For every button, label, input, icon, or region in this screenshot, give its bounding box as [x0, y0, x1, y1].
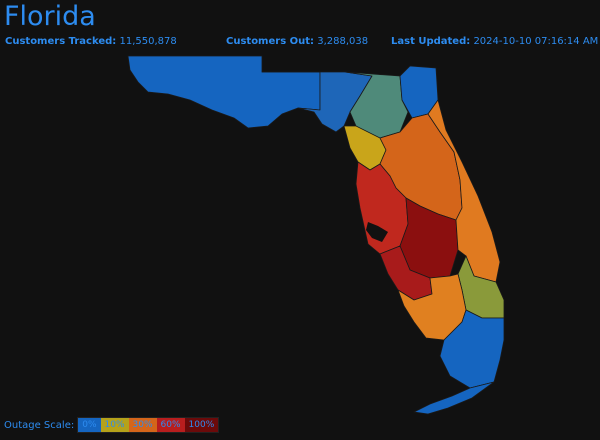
legend-bar: 0% 10% 30% 60% 100% [77, 417, 220, 433]
last-updated-label: Last Updated: [391, 36, 471, 47]
county-region-keys[interactable] [413, 381, 495, 415]
last-updated-stat: Last Updated: 2024-10-10 07:16:14 AM [391, 36, 598, 47]
legend-stop-60: 60% [156, 418, 185, 432]
legend-stop-100: 100% [184, 418, 219, 432]
legend-stop-0: 0% [78, 418, 101, 432]
legend-stop-30: 30% [128, 418, 157, 432]
customers-out-stat: Customers Out: 3,288,038 [226, 36, 368, 47]
customers-tracked-stat: Customers Tracked: 11,550,878 [5, 36, 177, 47]
county-region-southeast[interactable] [439, 309, 505, 389]
customers-out-label: Customers Out: [226, 36, 315, 47]
tampa-bay-water [366, 222, 388, 242]
legend-stop-10: 10% [100, 418, 129, 432]
customers-tracked-label: Customers Tracked: [5, 36, 117, 47]
page-title: Florida [4, 1, 96, 32]
customers-out-value: 3,288,038 [317, 36, 369, 47]
county-region-panhandle[interactable] [127, 55, 321, 129]
county-region-southwest[interactable] [397, 273, 467, 341]
stats-bar: Customers Tracked: 11,550,878 Customers … [0, 36, 600, 50]
last-updated-value: 2024-10-10 07:16:14 AM [473, 36, 599, 47]
legend-title: Outage Scale: [4, 419, 75, 431]
outage-scale-legend: Outage Scale: 0% 10% 30% 60% 100% [4, 417, 220, 433]
customers-tracked-value: 11,550,878 [119, 36, 177, 47]
